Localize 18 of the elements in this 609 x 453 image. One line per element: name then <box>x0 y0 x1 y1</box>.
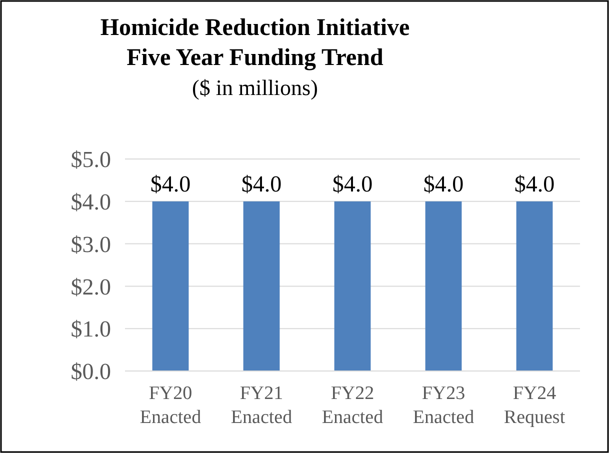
data-label: $4.0 <box>332 171 373 196</box>
x-tick-label: FY24 Request <box>504 383 566 428</box>
x-tick-label: FY20 Enacted <box>140 383 202 428</box>
y-tick-label: $1.0 <box>70 316 111 342</box>
y-tick-label: $4.0 <box>70 189 111 214</box>
y-tick-label: $3.0 <box>70 232 111 257</box>
x-tick-label: FY22 Enacted <box>322 383 384 428</box>
x-tick-label: FY23 Enacted <box>412 383 475 428</box>
y-tick-label: $0.0 <box>70 359 111 384</box>
x-tick-label: FY21 Enacted <box>230 383 293 428</box>
chart-subtitle: ($ in millions) <box>192 75 318 100</box>
data-label: $4.0 <box>241 171 282 196</box>
data-label: $4.0 <box>514 171 555 196</box>
data-label: $4.0 <box>423 171 464 196</box>
y-tick-label: $5.0 <box>70 147 111 172</box>
chart-title: Homicide Reduction Initiative Five Year Funding Trend <box>100 15 410 71</box>
y-tick-label: $2.0 <box>70 274 111 300</box>
data-label: $4.0 <box>150 171 191 196</box>
